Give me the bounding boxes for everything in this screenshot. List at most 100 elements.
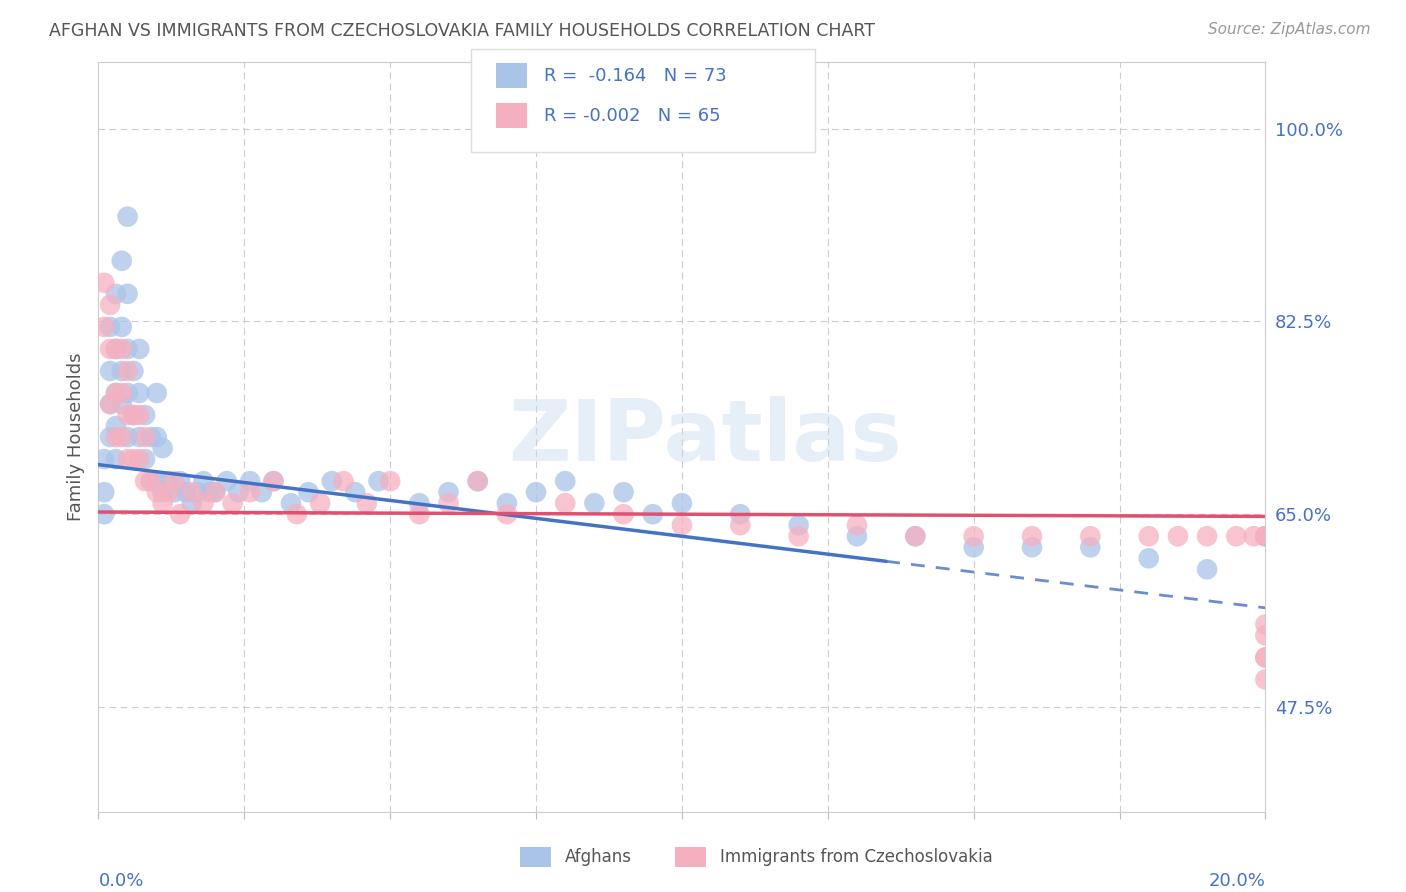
Point <box>98 397 121 411</box>
Point <box>146 386 169 401</box>
Point <box>93 485 115 500</box>
Point <box>1254 617 1277 632</box>
Text: Afghans: Afghans <box>565 848 633 866</box>
Point <box>111 342 134 356</box>
Point <box>93 319 115 334</box>
Point <box>239 485 262 500</box>
Point <box>671 518 693 533</box>
Point <box>1021 541 1043 555</box>
Point <box>117 342 139 356</box>
Point <box>846 529 869 543</box>
Point <box>93 276 115 290</box>
Text: R =  -0.164   N = 73: R = -0.164 N = 73 <box>544 67 727 85</box>
Point <box>152 441 174 455</box>
Point <box>152 496 174 510</box>
Point <box>904 529 927 543</box>
Point <box>309 496 332 510</box>
Point <box>157 474 180 488</box>
Point <box>122 408 145 422</box>
Point <box>128 452 150 467</box>
Point <box>139 474 162 488</box>
Point <box>163 485 186 500</box>
Point <box>117 452 139 467</box>
Point <box>1225 529 1247 543</box>
Point <box>467 474 489 488</box>
Point <box>111 364 134 378</box>
Point <box>380 474 402 488</box>
Point <box>117 386 139 401</box>
Point <box>262 474 284 488</box>
Point <box>228 485 250 500</box>
Point <box>122 452 145 467</box>
Point <box>332 474 354 488</box>
Point <box>193 496 215 510</box>
Point <box>437 485 460 500</box>
Point <box>152 485 174 500</box>
Point <box>98 364 121 378</box>
Point <box>787 518 810 533</box>
Y-axis label: Family Households: Family Households <box>66 353 84 521</box>
Text: R = -0.002   N = 65: R = -0.002 N = 65 <box>544 107 721 125</box>
Point <box>98 342 121 356</box>
Point <box>1254 529 1277 543</box>
Point <box>111 253 134 268</box>
Text: Immigrants from Czechoslovakia: Immigrants from Czechoslovakia <box>720 848 993 866</box>
Point <box>128 430 150 444</box>
Point <box>180 496 202 510</box>
Point <box>139 430 162 444</box>
Point <box>187 485 209 500</box>
Point <box>198 485 221 500</box>
Point <box>262 474 284 488</box>
Point <box>1195 562 1218 576</box>
Point <box>122 364 145 378</box>
Point <box>1254 529 1277 543</box>
Point <box>846 518 869 533</box>
Point <box>128 342 150 356</box>
Point <box>104 342 127 356</box>
Point <box>1167 529 1189 543</box>
Point <box>1080 541 1102 555</box>
Point <box>612 485 634 500</box>
Point <box>641 507 664 521</box>
Point <box>250 485 273 500</box>
Point <box>111 430 134 444</box>
Point <box>93 452 115 467</box>
Point <box>104 430 127 444</box>
Point <box>1137 551 1160 566</box>
Point <box>1254 650 1277 665</box>
Point <box>134 408 156 422</box>
Point <box>98 319 121 334</box>
Point <box>1254 650 1277 665</box>
Point <box>204 485 226 500</box>
Point <box>193 474 215 488</box>
Point <box>117 364 139 378</box>
Point <box>98 430 121 444</box>
Point <box>111 319 134 334</box>
Point <box>496 496 519 510</box>
Point <box>169 507 191 521</box>
Point <box>163 474 186 488</box>
Point <box>671 496 693 510</box>
Point <box>554 496 576 510</box>
Point <box>98 397 121 411</box>
Point <box>904 529 927 543</box>
Point <box>280 496 302 510</box>
Point <box>117 408 139 422</box>
Point <box>1254 673 1277 687</box>
Point <box>117 210 139 224</box>
Point <box>730 518 752 533</box>
Point <box>139 474 162 488</box>
Point <box>356 496 378 510</box>
Point <box>962 529 984 543</box>
Point <box>1080 529 1102 543</box>
Point <box>204 485 226 500</box>
Point <box>1137 529 1160 543</box>
Point <box>134 452 156 467</box>
Text: Source: ZipAtlas.com: Source: ZipAtlas.com <box>1208 22 1371 37</box>
Point <box>128 386 150 401</box>
Point <box>467 474 489 488</box>
Text: 20.0%: 20.0% <box>1209 872 1265 890</box>
Point <box>157 485 180 500</box>
Point <box>437 496 460 510</box>
Point <box>104 419 127 434</box>
